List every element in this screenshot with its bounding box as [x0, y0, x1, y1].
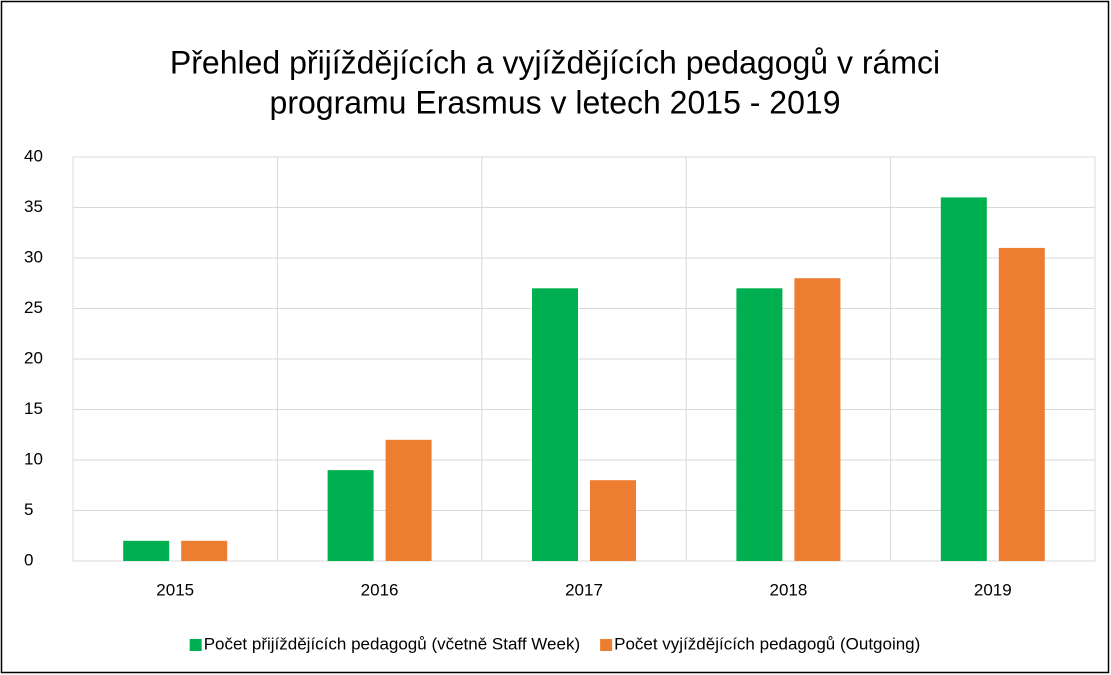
x-tick-label: 2016 — [361, 580, 399, 599]
x-tick-label: 2018 — [769, 580, 807, 599]
x-tick-label: 2015 — [156, 580, 194, 599]
x-tick-label: 2017 — [565, 580, 603, 599]
x-tick-label: 2019 — [974, 580, 1012, 599]
legend-label: Počet vyjíždějících pedagogů (Outgoing) — [614, 634, 920, 653]
legend-label: Počet přijíždějících pedagogů (včetně St… — [204, 634, 580, 653]
chart-title: programu Erasmus v letech 2015 - 2019 — [270, 84, 841, 120]
chart-title: Přehled přijíždějících a vyjíždějících p… — [170, 44, 940, 80]
bar — [794, 278, 841, 561]
y-tick-label: 30 — [24, 247, 43, 266]
bar — [590, 480, 636, 561]
y-tick-label: 15 — [24, 399, 43, 418]
bar — [940, 197, 987, 561]
bar — [998, 247, 1045, 561]
bar — [327, 470, 374, 561]
bar — [736, 288, 783, 561]
y-tick-label: 10 — [24, 449, 43, 468]
y-tick-label: 20 — [24, 348, 43, 367]
legend-swatch — [600, 639, 613, 651]
bar — [123, 540, 170, 561]
legend-swatch — [189, 639, 202, 651]
y-tick-label: 35 — [24, 197, 43, 216]
y-tick-label: 0 — [24, 550, 33, 569]
bar — [385, 439, 432, 561]
bar — [532, 288, 578, 561]
bar — [181, 540, 228, 561]
y-tick-label: 25 — [24, 298, 43, 317]
y-tick-label: 5 — [24, 500, 33, 519]
y-tick-label: 40 — [24, 146, 43, 165]
